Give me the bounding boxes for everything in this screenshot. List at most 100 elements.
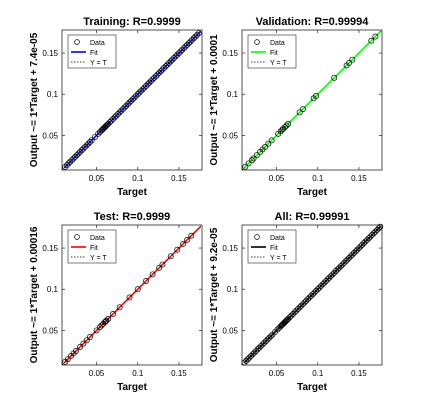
x-tick-label: 0.15 [171, 174, 187, 183]
data-point [245, 160, 252, 167]
data-point [280, 125, 287, 132]
data-point [124, 101, 131, 108]
data-point [334, 266, 341, 273]
data-point [332, 268, 339, 275]
data-point [159, 261, 166, 268]
data-point [190, 35, 197, 42]
x-tick-label: 0.15 [171, 369, 187, 378]
data-point [73, 152, 80, 159]
y-tick-label: 0.1 [227, 90, 239, 99]
data-point [293, 307, 300, 314]
data-point [254, 346, 261, 353]
legend-data-marker [74, 39, 80, 45]
data-point [364, 236, 371, 243]
data-point [121, 104, 128, 111]
data-point [80, 145, 87, 152]
data-point [166, 59, 173, 66]
data-point [299, 106, 306, 113]
data-point [152, 73, 159, 80]
data-point [337, 263, 344, 270]
data-point [303, 297, 310, 304]
data-point [174, 51, 181, 58]
data-point [110, 310, 117, 317]
y-tick-label: 0.05 [222, 326, 238, 335]
y-tick-label: 0.05 [42, 131, 58, 140]
legend-label: Fit [270, 245, 278, 252]
data-point [267, 333, 274, 340]
data-point [318, 282, 325, 289]
x-tick-label: 0.1 [312, 369, 324, 378]
y-tick-label: 0.1 [47, 285, 59, 294]
data-point [151, 74, 158, 81]
data-point [355, 245, 362, 252]
data-point [67, 158, 74, 165]
data-point [73, 348, 79, 354]
data-point [299, 301, 306, 308]
data-point [313, 92, 320, 99]
data-point [154, 71, 161, 78]
x-tick-label: 0.15 [351, 174, 367, 183]
data-point [262, 143, 269, 150]
x-tick-label: 0.1 [132, 369, 144, 378]
data-point [313, 287, 320, 294]
data-point [167, 253, 174, 260]
data-point [77, 148, 84, 155]
data-point [185, 40, 192, 47]
data-point [341, 259, 348, 266]
data-point [101, 319, 108, 326]
legend-data-marker [254, 234, 260, 240]
data-point [179, 46, 186, 53]
data-point [80, 340, 87, 347]
data-point [365, 235, 372, 242]
x-axis-label: Target [297, 382, 327, 393]
data-point [64, 356, 71, 363]
data-point [177, 48, 184, 55]
data-point [162, 63, 169, 70]
x-tick-label: 0.05 [89, 174, 105, 183]
data-point [189, 36, 196, 43]
data-point [265, 140, 272, 147]
data-point [169, 56, 176, 63]
legend-label: Fit [270, 50, 278, 57]
subplot-2: 0.05 0.05 0.1 0.1 0.15 0.15 Test: R=0.9999 Targ… [29, 211, 203, 393]
data-point [63, 162, 70, 169]
x-axis-label: Target [117, 382, 147, 393]
data-point [285, 315, 292, 322]
subplot-0: 0.05 0.05 0.1 0.1 0.15 0.15 Training: R=0.9999… [29, 16, 203, 198]
data-point [172, 53, 179, 60]
data-point [144, 81, 151, 88]
data-point [65, 160, 72, 167]
data-point [68, 157, 75, 164]
x-tick-label: 0.05 [269, 369, 285, 378]
data-point [362, 238, 369, 245]
data-point [346, 254, 353, 261]
y-axis-label: Output ~= 1*Target + 0.00016 [29, 226, 40, 363]
legend-label: Data [90, 235, 105, 242]
y-tick-label: 0.15 [222, 49, 238, 58]
legend-label: Data [270, 40, 285, 47]
data-point [77, 343, 84, 350]
data-point [72, 153, 79, 160]
data-point [296, 109, 303, 116]
data-point [182, 43, 189, 50]
data-point [108, 117, 115, 124]
data-point [96, 324, 103, 331]
data-point [164, 61, 171, 68]
data-point [283, 122, 290, 129]
data-point [323, 278, 329, 284]
data-point [352, 248, 359, 255]
legend-label: Y = T [90, 60, 107, 67]
data-point [87, 139, 93, 145]
data-point [283, 317, 290, 324]
data-point [83, 142, 90, 149]
y-tick-label: 0.05 [222, 131, 238, 140]
x-tick-label: 0.15 [351, 369, 367, 378]
data-point [367, 233, 374, 240]
y-axis-label: Output ~= 1*Target + 0.0001 [209, 34, 220, 166]
data-point [257, 343, 264, 350]
data-point [250, 155, 257, 162]
data-point [98, 322, 105, 329]
data-point [82, 143, 89, 150]
data-point [194, 31, 201, 38]
